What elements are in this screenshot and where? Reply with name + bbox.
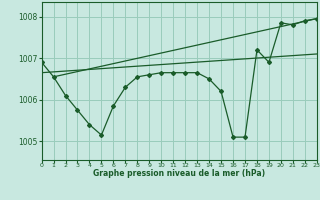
X-axis label: Graphe pression niveau de la mer (hPa): Graphe pression niveau de la mer (hPa) — [93, 169, 265, 178]
